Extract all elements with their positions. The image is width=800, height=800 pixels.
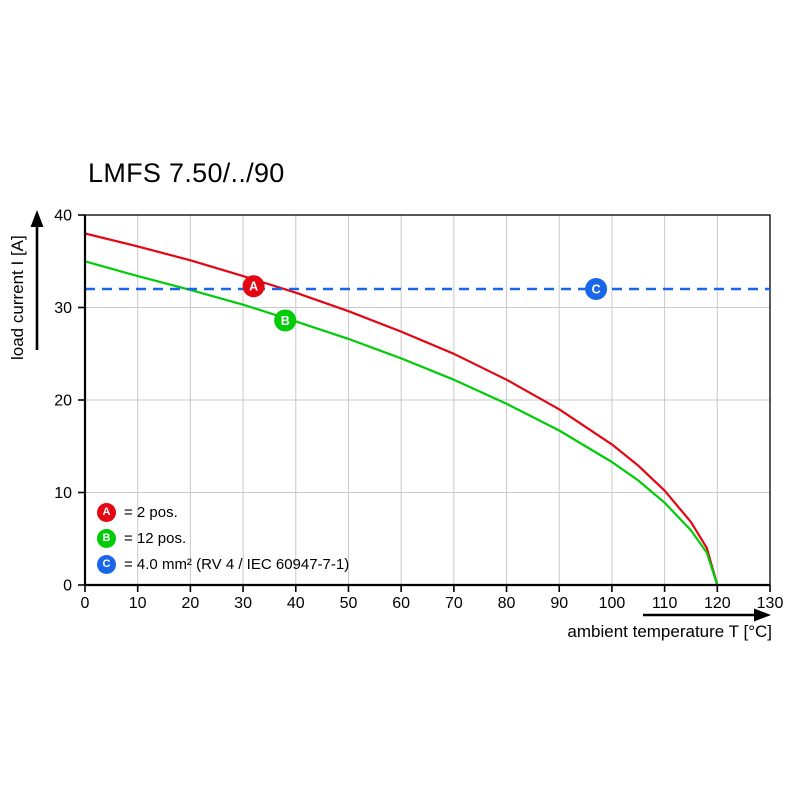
svg-text:110: 110 xyxy=(652,595,678,612)
svg-text:80: 80 xyxy=(498,595,516,612)
chart-legend: A = 2 pos. B = 12 pos. C = 4.0 mm² (RV 4 / IE… xyxy=(97,499,349,577)
svg-text:70: 70 xyxy=(445,595,463,612)
svg-text:130: 130 xyxy=(757,595,784,612)
legend-item-b: B = 12 pos. xyxy=(97,525,349,551)
svg-text:0: 0 xyxy=(81,595,90,612)
y-axis-label: load current I [A] xyxy=(8,235,27,360)
legend-label-b: = 12 pos. xyxy=(124,529,187,547)
legend-marker-c-icon: C xyxy=(97,554,116,574)
svg-text:10: 10 xyxy=(54,485,72,502)
legend-marker-b-icon: B xyxy=(97,528,116,548)
svg-text:C: C xyxy=(592,283,601,297)
legend-item-a: A = 2 pos. xyxy=(97,499,349,525)
svg-text:120: 120 xyxy=(704,595,731,612)
svg-text:0: 0 xyxy=(63,578,72,595)
legend-label-c: = 4.0 mm² (RV 4 / IEC 60947-7-1) xyxy=(124,555,350,573)
svg-text:A: A xyxy=(249,280,258,294)
legend-marker-a-icon: A xyxy=(97,502,116,522)
svg-text:B: B xyxy=(281,314,290,328)
svg-text:90: 90 xyxy=(550,595,568,612)
svg-text:40: 40 xyxy=(287,595,305,612)
svg-text:10: 10 xyxy=(129,595,147,612)
svg-text:60: 60 xyxy=(392,595,410,612)
legend-label-a: = 2 pos. xyxy=(124,503,178,521)
svg-text:20: 20 xyxy=(54,393,72,410)
svg-text:100: 100 xyxy=(599,595,626,612)
chart-title: LMFS 7.50/../90 xyxy=(88,158,285,188)
svg-text:30: 30 xyxy=(234,595,252,612)
svg-text:20: 20 xyxy=(181,595,199,612)
svg-text:30: 30 xyxy=(54,300,72,317)
svg-text:40: 40 xyxy=(54,208,72,225)
legend-item-c: C = 4.0 mm² (RV 4 / IEC 60947-7-1) xyxy=(97,551,349,577)
x-axis-label: ambient temperature T [°C] xyxy=(567,622,772,641)
svg-text:50: 50 xyxy=(340,595,358,612)
